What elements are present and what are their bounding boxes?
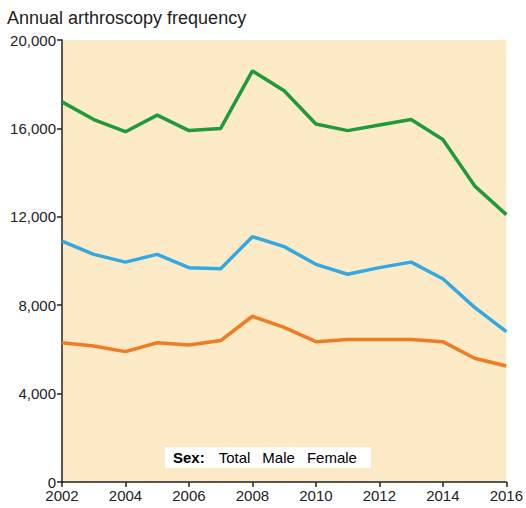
svg-text:Female: Female bbox=[307, 449, 357, 466]
svg-text:20,000: 20,000 bbox=[10, 32, 56, 49]
svg-text:Sex:: Sex: bbox=[173, 449, 205, 466]
svg-text:2012: 2012 bbox=[363, 487, 396, 504]
svg-text:Total: Total bbox=[219, 449, 251, 466]
svg-text:0: 0 bbox=[47, 473, 56, 491]
svg-text:2014: 2014 bbox=[426, 487, 459, 504]
svg-text:12,000: 12,000 bbox=[10, 208, 56, 225]
svg-text:2010: 2010 bbox=[299, 487, 332, 504]
svg-text:2004: 2004 bbox=[109, 487, 142, 504]
svg-text:2006: 2006 bbox=[172, 487, 205, 504]
svg-text:2002: 2002 bbox=[45, 487, 78, 504]
svg-text:Annual arthroscopy frequency: Annual arthroscopy frequency bbox=[7, 8, 246, 28]
svg-text:4,000: 4,000 bbox=[18, 385, 56, 402]
svg-text:Male: Male bbox=[262, 449, 295, 466]
svg-text:16,000: 16,000 bbox=[10, 120, 56, 137]
svg-text:2008: 2008 bbox=[236, 487, 269, 504]
svg-text:2016: 2016 bbox=[490, 487, 523, 504]
svg-text:8,000: 8,000 bbox=[18, 297, 56, 314]
